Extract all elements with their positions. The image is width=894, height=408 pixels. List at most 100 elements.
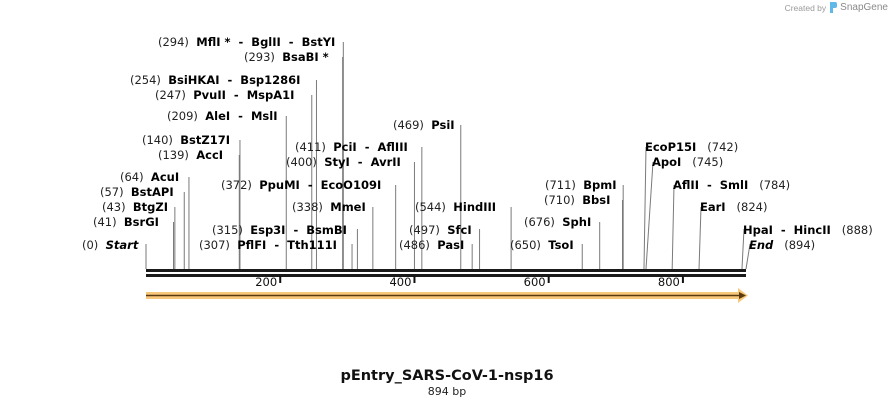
site-label: (469) PsiI: [393, 118, 455, 132]
enzyme-name: PpuMI - EcoO109I: [259, 178, 382, 192]
site-position: (745): [692, 155, 724, 169]
site-label: EcoP15I (742): [645, 140, 738, 154]
site-label: ApoI (745): [652, 155, 723, 169]
enzyme-name: BbsI: [582, 193, 611, 207]
site-label: AflII - SmlI (784): [673, 178, 790, 192]
site-label: (497) SfcI: [409, 223, 472, 237]
site-position: (57): [100, 185, 124, 199]
enzyme-name: AflII - SmlI: [673, 178, 749, 192]
site-position: (315): [212, 223, 243, 237]
site-position: (307): [199, 238, 230, 252]
site-position: (338): [292, 200, 323, 214]
enzyme-name: SfcI: [447, 223, 472, 237]
site-label: (486) PasI: [399, 238, 464, 252]
site-label: EarI (824): [700, 200, 767, 214]
enzyme-name: BstZ17I: [180, 133, 230, 147]
site-position: (784): [759, 178, 791, 192]
site-label: (140) BstZ17I: [142, 133, 230, 147]
ruler-tick: [279, 276, 282, 283]
site-position: (209): [167, 109, 198, 123]
enzyme-name: BstAPI: [130, 185, 174, 199]
enzyme-name: SphI: [562, 215, 592, 229]
site-position: (247): [155, 88, 186, 102]
enzyme-name: Start: [105, 238, 139, 252]
site-label: (544) HindIII: [415, 200, 496, 214]
site-line: [671, 184, 675, 270]
ruler-tick-label: 400: [389, 275, 412, 289]
site-position: (888): [841, 223, 873, 237]
site-label: (0) Start: [82, 238, 138, 252]
site-position: (294): [158, 35, 189, 49]
site-position: (650): [510, 238, 541, 252]
ruler-tick-label: 600: [523, 275, 546, 289]
site-label: (293) BsaBI *: [244, 50, 329, 64]
site-label: (209) AleI - MslI: [167, 109, 277, 123]
enzyme-name: Esp3I - BsmBI: [250, 223, 347, 237]
site-label: (711) BpmI: [545, 178, 617, 192]
site-label: (307) PflFI - Tth111I: [199, 238, 337, 252]
site-position: (497): [409, 223, 440, 237]
enzyme-name: EarI: [700, 200, 726, 214]
credit-brand: SnapGene: [840, 2, 888, 13]
ruler-tick: [547, 276, 550, 283]
enzyme-name: BtgZI: [132, 200, 169, 214]
site-position: (676): [524, 215, 555, 229]
sequence-backbone-top: [146, 269, 746, 272]
site-line: [745, 243, 751, 270]
enzyme-name: AccI: [196, 148, 224, 162]
site-position: (486): [399, 238, 430, 252]
site-label: (315) Esp3I - BsmBI: [212, 223, 347, 237]
enzyme-name: MmeI: [330, 200, 366, 214]
enzyme-name: BsrGI: [123, 215, 159, 229]
site-position: (544): [415, 200, 446, 214]
enzyme-name: HpaI - HincII: [743, 223, 831, 237]
map-title: pEntry_SARS-CoV-1-nsp16: [340, 368, 554, 384]
site-label: (338) MmeI: [292, 200, 366, 214]
site-position: (411): [295, 140, 326, 154]
ruler-tick: [681, 276, 684, 283]
site-line: [698, 206, 702, 270]
site-position: (41): [93, 215, 117, 229]
site-label: HpaI - HincII (888): [743, 223, 873, 237]
ruler-tick: [413, 276, 416, 283]
site-position: (43): [102, 200, 126, 214]
feature-arrow-tip: [739, 292, 746, 299]
site-line: [643, 146, 647, 270]
site-position: (710): [544, 193, 575, 207]
site-label: (43) BtgZI: [102, 200, 168, 214]
site-position: (254): [130, 73, 161, 87]
snapgene-logo-icon: [830, 2, 838, 13]
enzyme-name: StyI - AvrII: [324, 155, 401, 169]
enzyme-name: ApoI: [652, 155, 682, 169]
site-line: [645, 161, 654, 270]
site-label: (650) TsoI: [510, 238, 574, 252]
site-position: (0): [82, 238, 99, 252]
snapgene-credit: Created by SnapGene: [785, 2, 888, 13]
site-position: (140): [142, 133, 173, 147]
map-length: 894 bp: [427, 385, 467, 398]
site-position: (742): [707, 140, 739, 154]
site-position: (469): [393, 118, 424, 132]
enzyme-name: BpmI: [583, 178, 617, 192]
enzyme-name: TsoI: [548, 238, 574, 252]
site-label: (254) BsiHKAI - Bsp1286I: [130, 73, 300, 87]
site-position: (711): [545, 178, 576, 192]
site-label: (294) MflI * - BglII - BstYI: [158, 35, 335, 49]
ruler-tick-label: 200: [255, 275, 278, 289]
site-position: (139): [158, 148, 189, 162]
site-label: (676) SphI: [524, 215, 591, 229]
enzyme-name: AleI - MslI: [205, 109, 278, 123]
site-label: (139) AccI: [158, 148, 223, 162]
site-label: (411) PciI - AflIII: [295, 140, 408, 154]
site-position: (400): [286, 155, 317, 169]
site-label: (64) AcuI: [120, 170, 179, 184]
enzyme-name: AcuI: [150, 170, 180, 184]
sequence-backbone-bottom: [146, 274, 746, 277]
site-label: (400) StyI - AvrII: [286, 155, 401, 169]
site-label: End (894): [749, 238, 815, 252]
site-line: [741, 228, 745, 270]
enzyme-name: PflFI - Tth111I: [237, 238, 337, 252]
site-label: (247) PvuII - MspA1I: [155, 88, 294, 102]
